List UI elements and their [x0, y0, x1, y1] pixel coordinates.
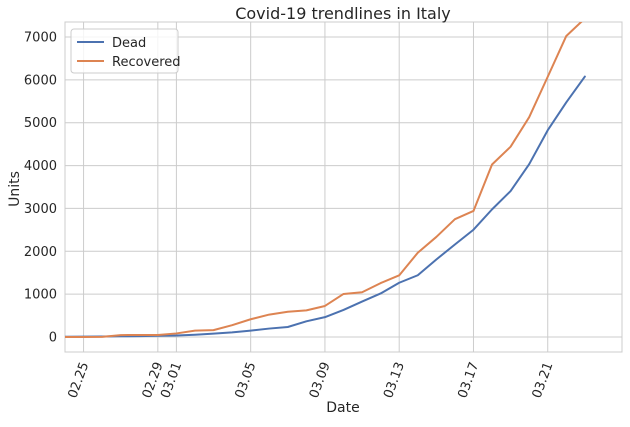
x-tick-label: 03.21 — [530, 360, 557, 400]
y-tick-label: 7000 — [24, 31, 57, 46]
y-tick-label: 6000 — [24, 73, 57, 88]
x-tick-label: 03.17 — [455, 360, 482, 400]
legend-label-recovered: Recovered — [112, 55, 181, 70]
legend: Dead Recovered — [70, 28, 181, 74]
plot-frame — [64, 21, 623, 353]
x-tick-label: 03.09 — [307, 360, 334, 400]
y-tick-labels: 0 1000 2000 3000 4000 5000 6000 7000 — [24, 31, 57, 346]
y-tick-label: 4000 — [24, 159, 57, 174]
grid — [65, 22, 622, 352]
y-tick-label: 5000 — [24, 116, 57, 131]
y-axis-label: Units — [7, 171, 23, 207]
x-tick-label: 03.13 — [381, 360, 408, 400]
series-layer — [65, 22, 586, 338]
x-tick-label: 02.25 — [66, 360, 93, 400]
y-tick-label: 3000 — [24, 202, 57, 217]
chart-title: Covid-19 trendlines in Italy — [235, 4, 451, 23]
y-tick-label: 1000 — [24, 288, 57, 303]
y-tick-label: 2000 — [24, 245, 57, 260]
x-axis-label: Date — [326, 400, 359, 416]
legend-label-dead: Dead — [112, 36, 146, 51]
y-tick-label: 0 — [49, 331, 57, 346]
series-line-recovered — [65, 22, 583, 338]
x-tick-label: 03.05 — [233, 360, 260, 400]
